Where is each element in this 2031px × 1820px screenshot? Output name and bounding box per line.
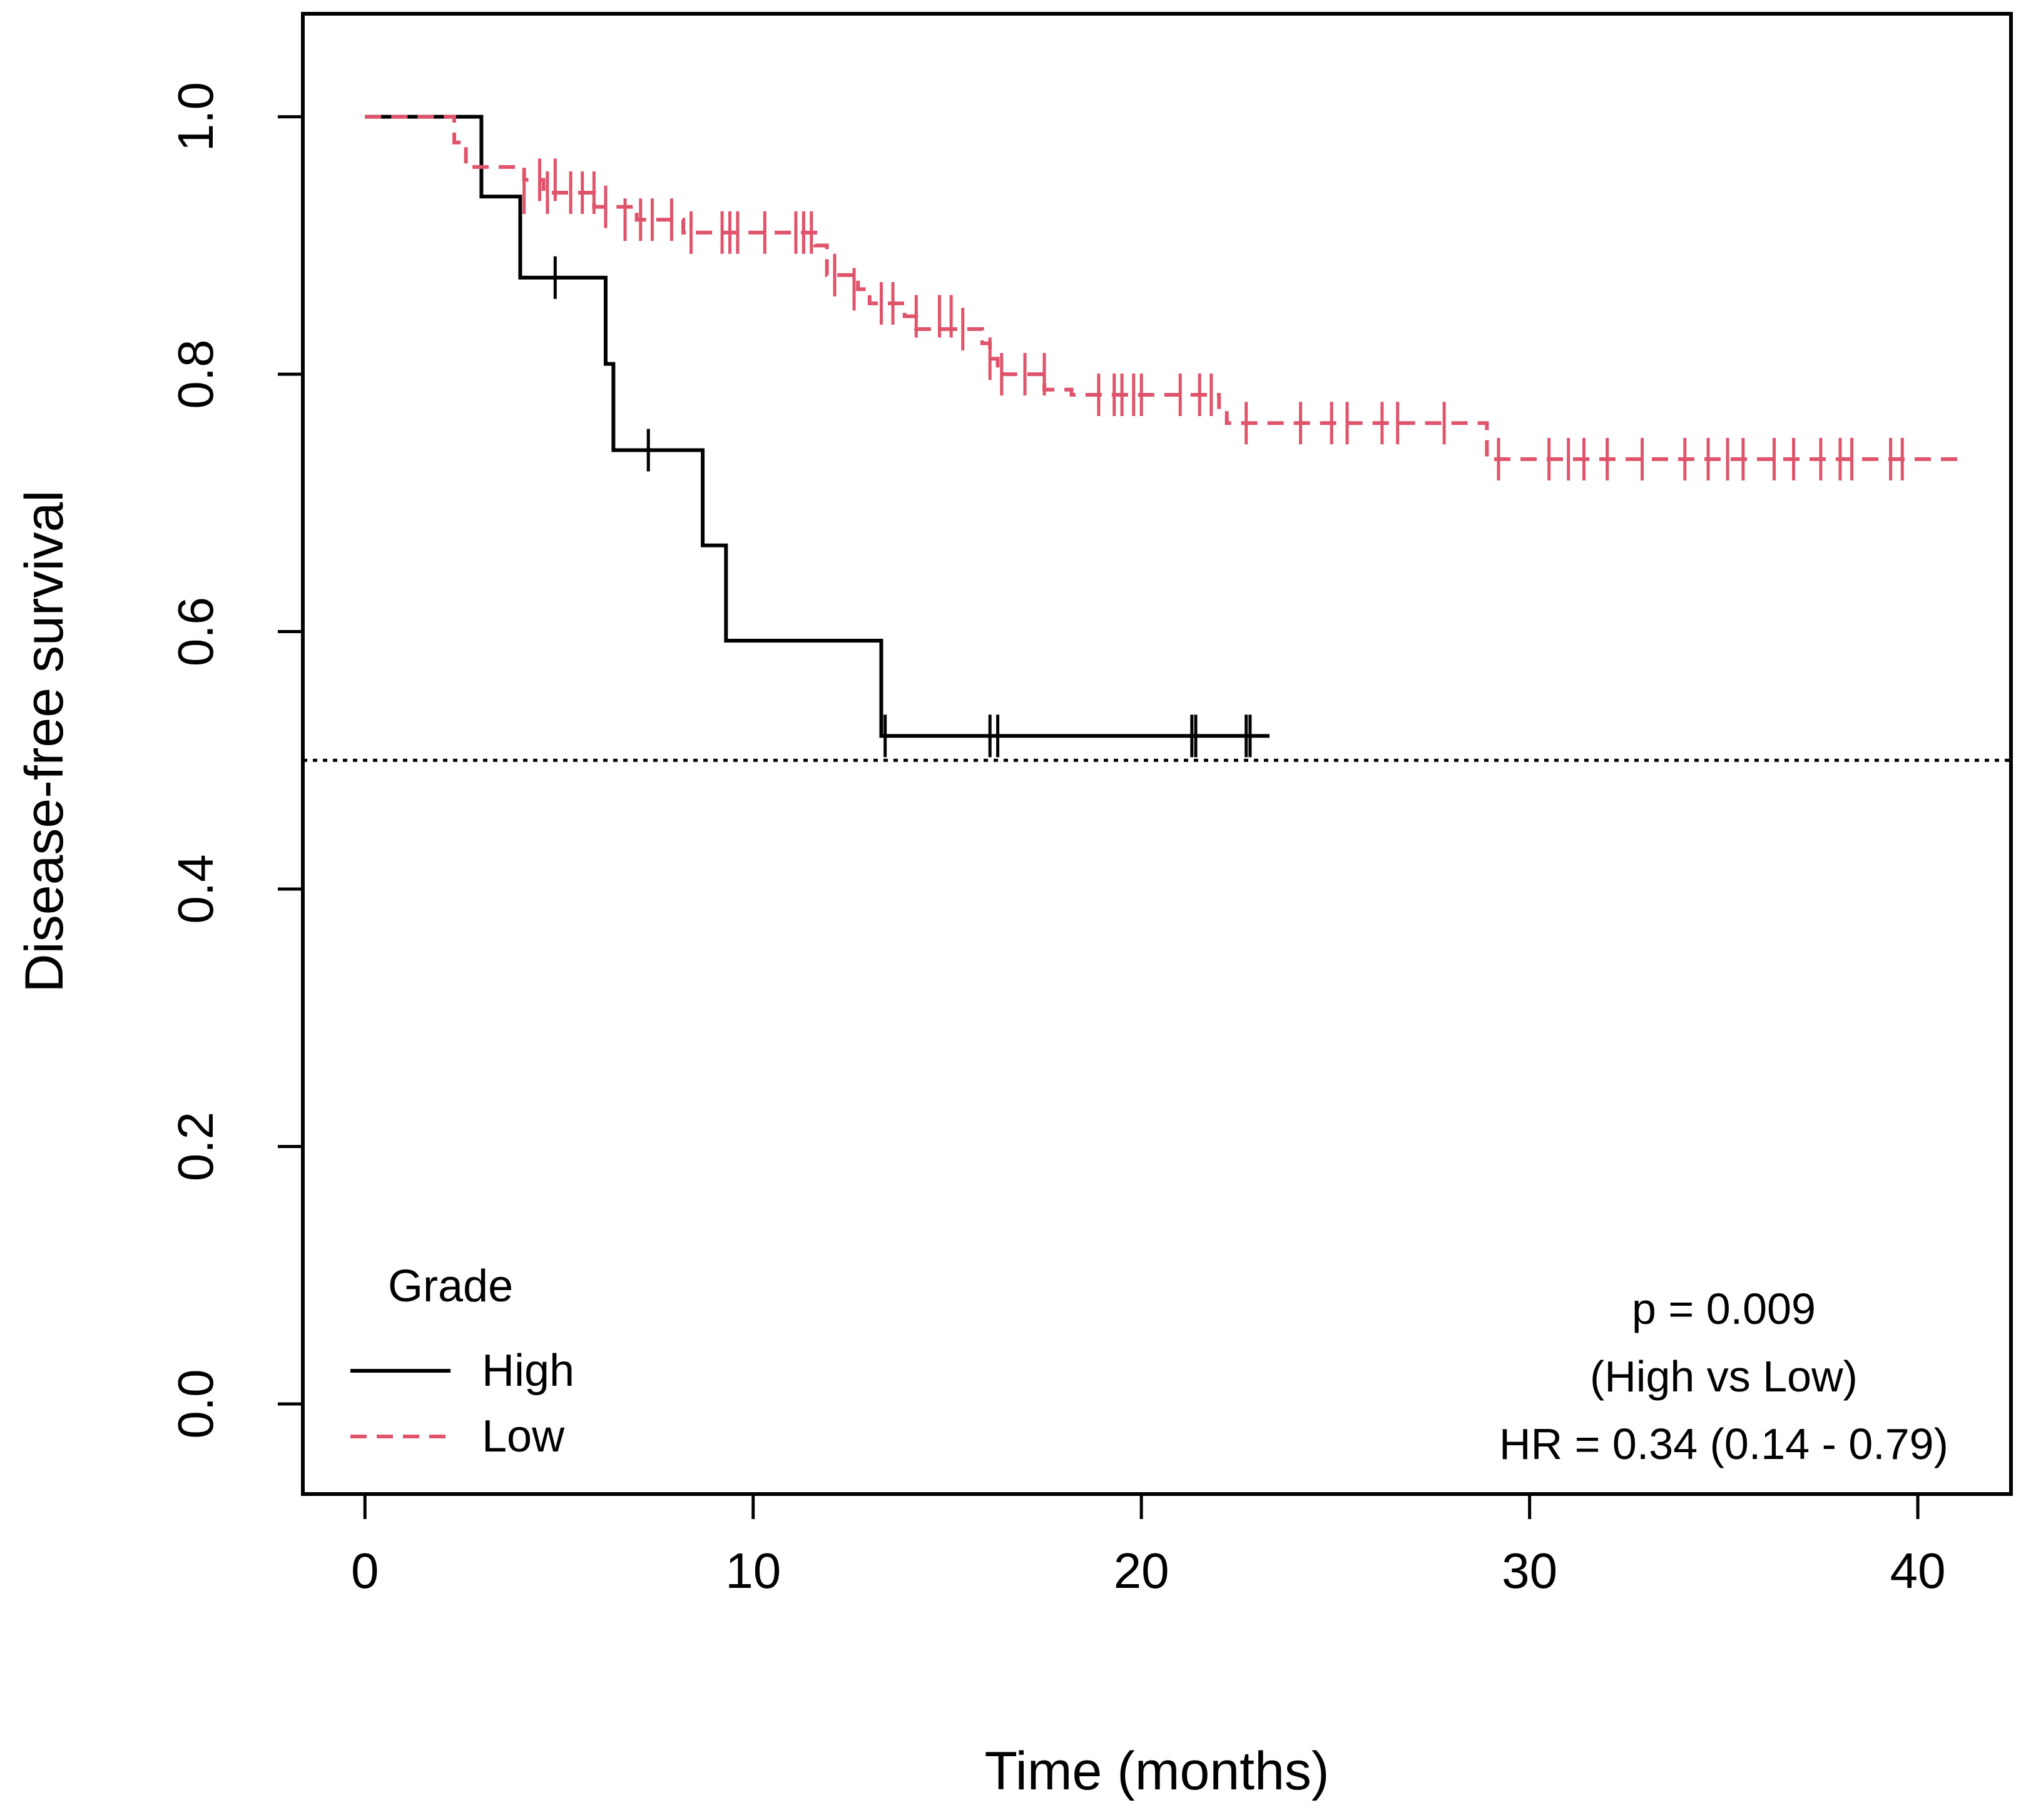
- x-tick-label-30: 30: [1502, 1543, 1557, 1599]
- legend-label-high: High: [482, 1346, 574, 1396]
- y-tick-label-0.8: 0.8: [168, 339, 223, 409]
- hazard-ratio-text: HR = 0.34 (0.14 - 0.79): [1499, 1420, 1948, 1468]
- comparison-text: (High vs Low): [1590, 1352, 1858, 1401]
- series-layer: [365, 114, 1965, 758]
- km-curve-low: [365, 114, 1965, 461]
- km-curve-high: [365, 114, 1270, 738]
- x-tick-label-0: 0: [351, 1543, 379, 1599]
- y-tick-label-0: 0.0: [168, 1369, 223, 1438]
- plot-frame: [301, 12, 2013, 1496]
- legend-label-low: Low: [482, 1411, 565, 1462]
- axes-layer: 0 10 20 30 40 Time (months) 0.0 0.2 0.4 0.6 0.8 1.0…: [14, 82, 1946, 1801]
- legend-title: Grade: [388, 1261, 513, 1311]
- y-tick-label-0.6: 0.6: [168, 597, 223, 666]
- x-tick-label-40: 40: [1890, 1543, 1946, 1599]
- p-value-text: p = 0.009: [1632, 1284, 1816, 1333]
- y-tick-label-0.4: 0.4: [168, 854, 223, 923]
- y-axis-title: Disease-free survival: [14, 491, 74, 993]
- x-tick-label-20: 20: [1114, 1543, 1169, 1599]
- y-tick-label-0.2: 0.2: [168, 1112, 223, 1181]
- legend: Grade High Low: [350, 1261, 574, 1462]
- stats-annotation: p = 0.009 (High vs Low) HR = 0.34 (0.14 - …: [1499, 1284, 1948, 1468]
- x-tick-label-10: 10: [725, 1543, 781, 1599]
- y-tick-label-1: 1.0: [168, 82, 223, 151]
- x-axis-title: Time (months): [984, 1741, 1329, 1801]
